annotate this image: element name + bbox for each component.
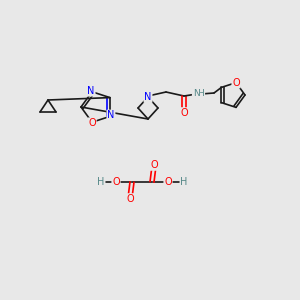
Text: O: O xyxy=(232,78,240,88)
Text: O: O xyxy=(164,177,172,187)
Text: N: N xyxy=(87,86,95,96)
Text: O: O xyxy=(126,194,134,204)
Text: H: H xyxy=(97,177,105,187)
Text: N: N xyxy=(193,89,200,98)
Text: O: O xyxy=(112,177,120,187)
Text: O: O xyxy=(88,118,96,128)
Text: O: O xyxy=(180,108,188,118)
Text: N: N xyxy=(107,110,115,120)
Text: H: H xyxy=(198,88,204,98)
Text: O: O xyxy=(150,160,158,170)
Text: N: N xyxy=(144,92,152,102)
Text: H: H xyxy=(180,177,188,187)
